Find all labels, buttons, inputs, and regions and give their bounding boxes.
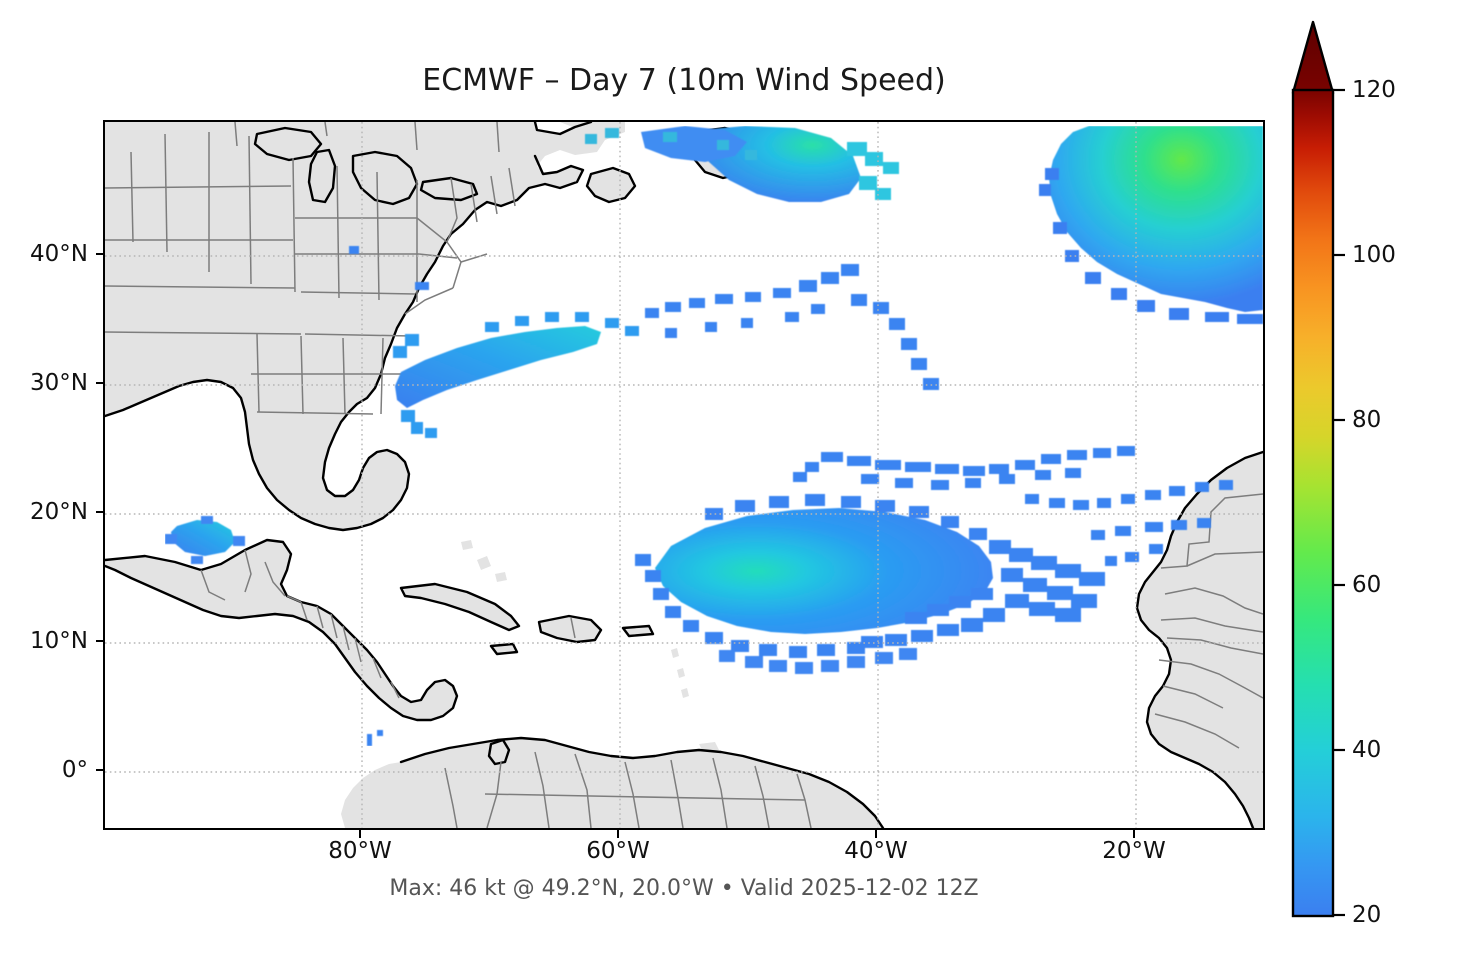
max-value-caption: Max: 46 kt @ 49.2°N, 20.0°W • Valid 2025… [389, 876, 979, 901]
coastline-canada-east [533, 122, 593, 136]
page-title: ECMWF – Day 7 (10m Wind Speed) [422, 63, 946, 98]
coastline-us-east [105, 154, 585, 532]
xtick-mark-60W [617, 830, 619, 838]
coastline-south-america [399, 736, 885, 828]
ytick-mark-20N [96, 511, 104, 513]
admin-border-layer [105, 122, 1263, 828]
coastline-puerto-rico [621, 624, 655, 638]
wind-ne-edge-cells [1039, 168, 1263, 324]
xtick-mark-40W [875, 830, 877, 838]
wind-mid-atlantic-cells [645, 264, 939, 390]
wind-trade-edge-cells [635, 494, 987, 658]
wind-speed-data-layer [165, 126, 1263, 746]
ytick-mark-0 [96, 769, 104, 771]
coastline-lake-erie-ontario [419, 176, 479, 202]
colorbar-tick-label-40: 40 [1352, 737, 1382, 763]
ytick-label-40N: 40°N [30, 241, 88, 267]
wind-region-northeast-atlantic [1049, 126, 1263, 312]
land-lesser-antilles [671, 648, 689, 698]
ytick-mark-40N [96, 253, 104, 255]
xtick-label-40W: 40°W [844, 838, 908, 864]
map-plot-area[interactable] [103, 120, 1265, 830]
land-hispaniola [539, 616, 601, 642]
wind-gulf-stream-cells [393, 312, 639, 438]
coastline-central-america [105, 538, 459, 722]
xtick-label-20W: 20°W [1102, 838, 1166, 864]
wind-subtropical-band-cells [793, 446, 1135, 490]
colorbar-max-extension [1291, 20, 1335, 95]
land-cuba [401, 584, 519, 630]
land-north-america [105, 122, 625, 530]
xtick-mark-20W [1133, 830, 1135, 838]
wind-st-lawrence-specks [585, 128, 757, 160]
wind-coastal-specks [349, 246, 429, 290]
coastline-lake-maracaibo [487, 738, 511, 766]
coastline-nova-scotia [585, 166, 637, 204]
land-central-america [105, 540, 457, 720]
ytick-label-10N: 10°N [30, 628, 88, 654]
land-nova-scotia [587, 168, 635, 202]
land-south-america [341, 738, 883, 828]
colorbar-tick-marks [1333, 88, 1345, 917]
colorbar-canvas [1291, 20, 1345, 918]
coastline-layer [105, 122, 1263, 828]
wind-trade-south-cells [719, 648, 917, 674]
colorbar-tick-label-60: 60 [1352, 572, 1382, 598]
wind-grand-banks-cells [847, 142, 899, 200]
colorbar-gradient-bar [1291, 88, 1335, 918]
wind-region-gulf-stream [395, 326, 601, 408]
colorbar[interactable] [1288, 18, 1348, 918]
ytick-label-30N: 30°N [30, 370, 88, 396]
coastline-lake-michigan [307, 148, 337, 204]
coastline-lake-superior [253, 126, 323, 162]
ytick-label-20N: 20°N [30, 499, 88, 525]
colorbar-tick-label-20: 20 [1352, 902, 1382, 928]
ytick-label-0: 0° [61, 757, 88, 783]
colorbar-tick-label-120: 120 [1352, 77, 1396, 103]
coastline-jamaica [489, 642, 519, 656]
coastline-hispaniola [537, 614, 603, 644]
ytick-mark-30N [96, 382, 104, 384]
ytick-mark-10N [96, 640, 104, 642]
xtick-label-60W: 60°W [586, 838, 650, 864]
wind-gulf-mexico-cells [165, 516, 245, 564]
coastline-cuba [399, 582, 521, 632]
wind-region-trade-winds [655, 508, 993, 634]
coastline-west-africa [1135, 450, 1263, 828]
map-canvas [105, 122, 1263, 828]
colorbar-tick-label-80: 80 [1352, 407, 1382, 433]
gridline-layer [105, 122, 1263, 828]
colorbar-tick-label-100: 100 [1352, 242, 1396, 268]
wind-region-gulf-of-mexico [171, 520, 235, 556]
wind-trade-east-extension [861, 540, 1105, 648]
xtick-mark-80W [359, 830, 361, 838]
land-bahamas [461, 540, 507, 582]
coastline-great-lakes [351, 150, 419, 206]
wind-caribbean-specks [367, 730, 383, 746]
wind-scattered-east-cells [1025, 480, 1233, 566]
xtick-label-80W: 80°W [328, 838, 392, 864]
